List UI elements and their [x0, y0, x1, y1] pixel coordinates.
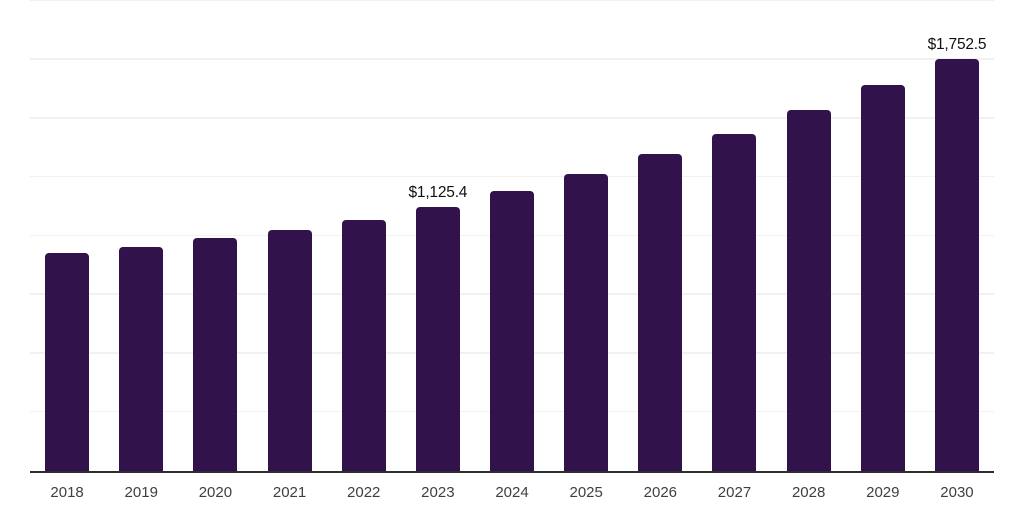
- bar-slot-2029: [846, 1, 920, 471]
- x-tick-2024: 2024: [495, 484, 529, 501]
- bar-2020[interactable]: [193, 237, 238, 471]
- bar-slot-2018: [30, 1, 104, 471]
- bar-2022[interactable]: [341, 219, 386, 471]
- x-tick-2023: 2023: [421, 484, 455, 501]
- data-label-2030: $1,752.5: [927, 36, 987, 54]
- bar-2021[interactable]: [267, 229, 312, 471]
- bar-slot-2021: [252, 1, 326, 471]
- bar-slot-2026: [623, 1, 697, 471]
- x-tick-2027: 2027: [717, 484, 752, 501]
- x-tick-2018: 2018: [50, 484, 84, 501]
- x-tick-2029: 2029: [866, 484, 900, 501]
- bar-2029[interactable]: [860, 84, 905, 471]
- bar-2018[interactable]: [45, 252, 90, 471]
- bar-2024[interactable]: [490, 191, 535, 471]
- x-tick-2025: 2025: [569, 484, 603, 501]
- bar-slot-2028: [772, 1, 846, 471]
- gridline-1500: [30, 117, 994, 119]
- x-tick-2021: 2021: [272, 484, 307, 501]
- bar-2027[interactable]: [712, 133, 757, 471]
- bar-2025[interactable]: [564, 174, 609, 471]
- bar-2030[interactable]: [934, 59, 979, 471]
- x-tick-2020: 2020: [198, 484, 233, 501]
- bar-slot-2020: [178, 1, 252, 471]
- bar-slot-2030: $1,752.5: [920, 1, 994, 471]
- bar-2023[interactable]: [415, 206, 460, 471]
- bars: $1,125.4 $1,752.5: [30, 1, 994, 471]
- bar-2028[interactable]: [786, 109, 831, 471]
- bar-slot-2022: [327, 1, 401, 471]
- x-tick-2026: 2026: [643, 484, 678, 501]
- data-label-2023: $1,125.4: [408, 183, 468, 201]
- x-tick-2019: 2019: [124, 484, 158, 501]
- gridline-2000: [30, 0, 994, 1]
- plot-area: $1,125.4 $1,752.5: [30, 0, 994, 473]
- x-tick-2028: 2028: [791, 484, 826, 501]
- gridline-1250: [30, 175, 994, 178]
- gridline-1750: [30, 58, 994, 60]
- bar-2026[interactable]: [638, 154, 683, 471]
- bar-slot-2027: [697, 1, 771, 471]
- bar-2019[interactable]: [119, 246, 164, 471]
- bar-slot-2025: [549, 1, 623, 471]
- x-axis-line: [30, 471, 994, 473]
- x-tick-2022: 2022: [347, 484, 381, 501]
- bar-slot-2019: [104, 1, 178, 471]
- x-axis-labels: 2018 2019 2020 2021 2022 2023 2024 2025 2026 2027…: [30, 484, 994, 501]
- x-tick-2030: 2030: [940, 484, 974, 501]
- bar-slot-2024: [475, 1, 549, 471]
- bar-slot-2023: $1,125.4: [401, 1, 475, 471]
